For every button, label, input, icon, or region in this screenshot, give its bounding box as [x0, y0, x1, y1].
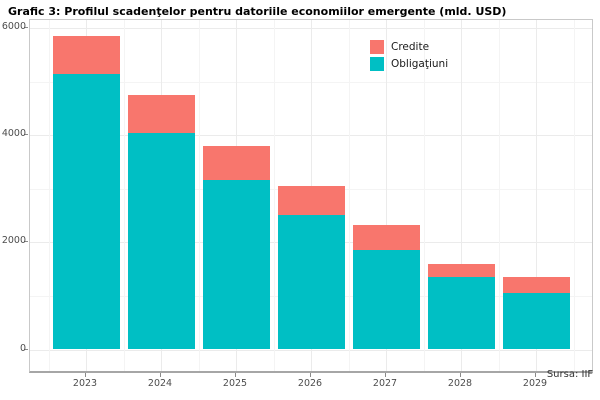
bar-segment-obligatiuni-2029 — [502, 292, 570, 350]
bar-2027 — [352, 225, 420, 350]
major-gridline-x-2028 — [461, 20, 462, 371]
minor-gridline-x-6 — [498, 20, 500, 371]
x-axis-label-2025: 2025 — [222, 378, 248, 389]
bar-segment-credite-2025 — [202, 146, 270, 180]
bar-2029 — [502, 276, 570, 350]
x-axis-tick-2023 — [85, 373, 86, 377]
legend-label-credite: Credite — [391, 40, 430, 53]
bar-2026 — [277, 186, 345, 350]
minor-gridline-x-4 — [348, 20, 350, 371]
legend: Credite Obligaţiuni — [370, 39, 448, 72]
minor-gridline-x-3 — [273, 20, 275, 371]
y-axis-label-0: 0 — [19, 342, 26, 354]
y-axis-tick-6000 — [24, 27, 28, 29]
bar-2024 — [127, 95, 195, 350]
x-axis-label-2028: 2028 — [447, 378, 473, 389]
bar-segment-credite-2024 — [127, 95, 195, 134]
major-gridline-x-2029 — [536, 20, 537, 371]
y-axis-label-2000: 2000 — [1, 235, 26, 247]
legend-item-obligatiuni: Obligaţiuni — [370, 56, 448, 71]
minor-gridline-x-5 — [423, 20, 425, 371]
bar-segment-obligatiuni-2025 — [202, 179, 270, 350]
source-note: Sursa: IIF — [546, 369, 594, 380]
bar-2023 — [52, 36, 120, 350]
obligatiuni-swatch — [370, 56, 384, 71]
x-axis-label-2023: 2023 — [72, 378, 98, 389]
y-axis-label-4000: 4000 — [1, 128, 26, 140]
major-gridline-x-2027 — [386, 20, 387, 371]
x-axis-label-2027: 2027 — [372, 378, 398, 389]
x-axis-tick-2026 — [310, 373, 311, 377]
legend-label-obligatiuni: Obligaţiuni — [391, 57, 449, 70]
minor-gridline-x-7 — [573, 20, 575, 371]
x-axis-tick-2024 — [160, 373, 161, 377]
bar-2028 — [427, 263, 495, 350]
bar-2025 — [202, 146, 270, 350]
bar-segment-obligatiuni-2026 — [277, 215, 345, 350]
x-axis-tick-2025 — [235, 373, 236, 377]
minor-gridline-x-0 — [48, 20, 50, 371]
chart-title: Grafic 3: Profilul scadenţelor pentru da… — [8, 5, 507, 18]
x-axis-label-2029: 2029 — [522, 378, 548, 389]
y-axis-tick-0 — [24, 348, 28, 350]
bar-segment-obligatiuni-2024 — [127, 133, 195, 350]
bar-segment-credite-2023 — [52, 36, 120, 74]
minor-gridline-x-1 — [123, 20, 125, 371]
bar-segment-credite-2028 — [427, 263, 495, 277]
plot-panel: Sursa: IIF — [29, 19, 593, 380]
bar-segment-credite-2026 — [277, 186, 345, 216]
x-axis-label-2026: 2026 — [297, 378, 323, 389]
bar-segment-obligatiuni-2027 — [352, 249, 420, 350]
bar-segment-obligatiuni-2023 — [52, 73, 120, 350]
bar-segment-credite-2029 — [502, 276, 570, 293]
bar-segment-credite-2027 — [352, 225, 420, 250]
y-axis-label-6000: 6000 — [1, 21, 26, 33]
minor-gridline-x-2 — [198, 20, 200, 371]
y-axis-tick-2000 — [24, 241, 28, 243]
x-axis-tick-2027 — [385, 373, 386, 377]
x-axis-tick-2029 — [535, 373, 536, 377]
bar-segment-obligatiuni-2028 — [427, 276, 495, 350]
x-axis-tick-2028 — [460, 373, 461, 377]
legend-item-credite: Credite — [370, 39, 448, 54]
y-axis-tick-4000 — [24, 134, 28, 136]
x-axis-label-2024: 2024 — [147, 378, 173, 389]
credite-swatch — [370, 39, 384, 54]
